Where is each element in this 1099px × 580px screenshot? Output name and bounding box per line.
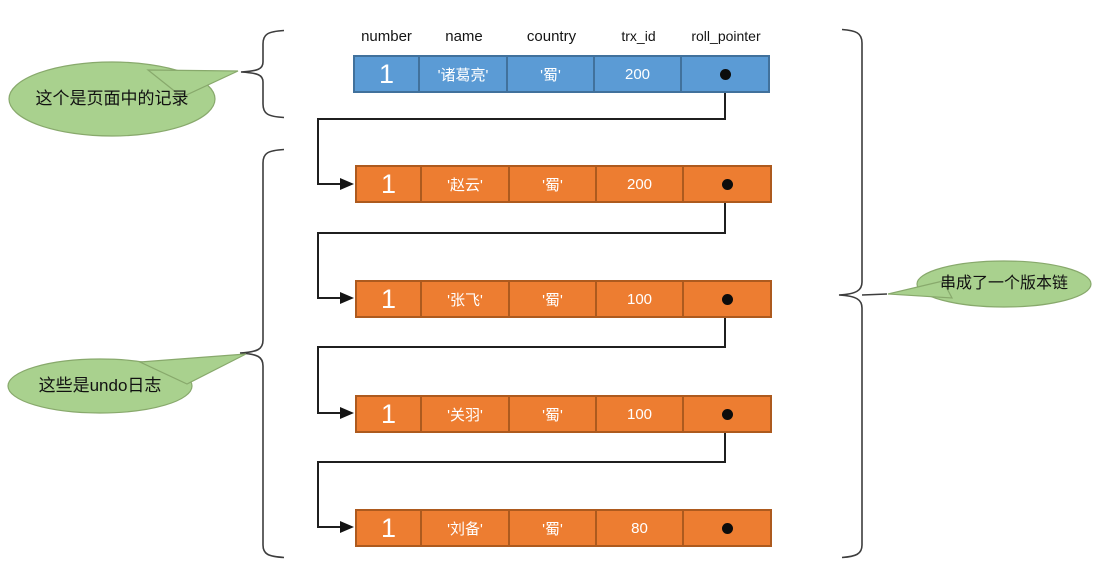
cell-trx-id: 200 — [595, 165, 684, 203]
cell-roll-pointer — [682, 395, 772, 433]
arrowhead-icon — [340, 521, 354, 533]
cell-name: '刘备' — [420, 509, 510, 547]
undo-log-row-1: 1 '赵云' '蜀' 200 — [355, 165, 772, 203]
roll-pointer-dot-icon — [721, 293, 733, 305]
left-brace-page-record — [240, 29, 285, 119]
cell-number: 1 — [355, 165, 422, 203]
undo-log-row-3: 1 '关羽' '蜀' 100 — [355, 395, 772, 433]
header-trx-id: trx_id — [621, 28, 656, 44]
header-name: name — [445, 28, 483, 45]
header-roll-pointer: roll_pointer — [691, 28, 761, 44]
cell-roll-pointer — [682, 165, 772, 203]
cell-name: '张飞' — [420, 280, 510, 318]
cell-roll-pointer — [682, 280, 772, 318]
chain-connector-2 — [317, 186, 726, 299]
cell-roll-pointer — [680, 55, 770, 93]
callout-tail — [137, 353, 247, 385]
chain-connector-3 — [317, 300, 726, 414]
cell-country: '蜀' — [508, 509, 597, 547]
cell-country: '蜀' — [508, 165, 597, 203]
cell-country: '蜀' — [508, 395, 597, 433]
cell-trx-id: 80 — [595, 509, 684, 547]
cell-trx-id: 100 — [595, 280, 684, 318]
cell-roll-pointer — [682, 509, 772, 547]
cell-number: 1 — [355, 280, 422, 318]
roll-pointer-dot-icon — [721, 178, 733, 190]
undo-log-row-4: 1 '刘备' '蜀' 80 — [355, 509, 772, 547]
callout-label-version-chain: 串成了一个版本链 — [939, 274, 1068, 292]
arrowhead-icon — [340, 178, 354, 190]
cell-country: '蜀' — [508, 280, 597, 318]
callout-tail — [887, 280, 954, 299]
cell-name: '赵云' — [420, 165, 510, 203]
brace-to-callout-line — [861, 293, 888, 296]
callout-bubble-version-chain — [916, 260, 1092, 308]
chain-connector-1 — [317, 76, 726, 185]
chain-connector-4 — [317, 415, 726, 528]
callout-tail — [146, 69, 239, 98]
undo-log-row-2: 1 '张飞' '蜀' 100 — [355, 280, 772, 318]
cell-trx-id: 200 — [593, 55, 682, 93]
callout-label-undo-logs: 这些是undo日志 — [38, 375, 162, 395]
header-country: country — [526, 28, 577, 45]
cell-number: 1 — [355, 509, 422, 547]
cell-country: '蜀' — [506, 55, 595, 93]
roll-pointer-dot-icon — [721, 408, 733, 420]
header-number: number — [361, 28, 412, 45]
arrowhead-icon — [340, 292, 354, 304]
callout-bubble-undo-logs — [7, 358, 193, 414]
arrowhead-icon — [340, 407, 354, 419]
column-headers: number name country trx_id roll_pointer — [353, 28, 770, 45]
cell-number: 1 — [353, 55, 420, 93]
page-record-row: 1 '诸葛亮' '蜀' 200 — [353, 55, 770, 93]
cell-number: 1 — [355, 395, 422, 433]
cell-trx-id: 100 — [595, 395, 684, 433]
right-brace-version-chain — [838, 28, 863, 559]
roll-pointer-dot-icon — [719, 68, 731, 80]
left-brace-undo-logs — [239, 148, 285, 559]
roll-pointer-dot-icon — [721, 522, 733, 534]
callout-label-page-record: 这个是页面中的记录 — [35, 89, 189, 109]
cell-name: '关羽' — [420, 395, 510, 433]
cell-name: '诸葛亮' — [418, 55, 508, 93]
